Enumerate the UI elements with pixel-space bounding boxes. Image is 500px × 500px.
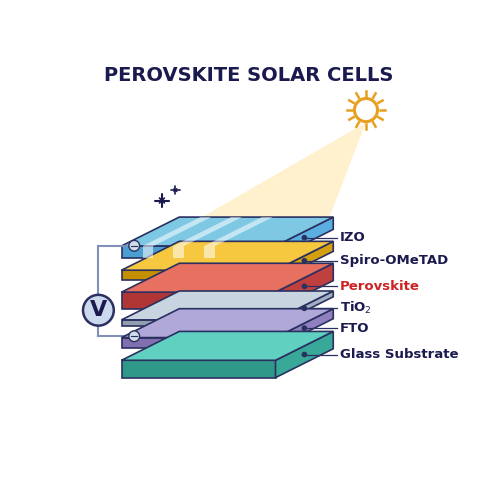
Text: V: V bbox=[90, 300, 107, 320]
Text: Glass Substrate: Glass Substrate bbox=[340, 348, 458, 361]
Circle shape bbox=[302, 258, 306, 263]
Text: PEROVSKITE SOLAR CELLS: PEROVSKITE SOLAR CELLS bbox=[104, 66, 393, 85]
Polygon shape bbox=[122, 242, 333, 270]
Text: IZO: IZO bbox=[340, 231, 366, 244]
Circle shape bbox=[302, 236, 306, 240]
Polygon shape bbox=[204, 217, 273, 246]
Circle shape bbox=[302, 306, 306, 310]
Circle shape bbox=[302, 326, 306, 330]
Polygon shape bbox=[202, 122, 366, 217]
Circle shape bbox=[129, 240, 140, 251]
Text: Spiro-OMeTAD: Spiro-OMeTAD bbox=[340, 254, 448, 268]
Polygon shape bbox=[276, 291, 333, 326]
Polygon shape bbox=[122, 292, 276, 310]
Polygon shape bbox=[142, 217, 211, 246]
Polygon shape bbox=[276, 332, 333, 378]
Polygon shape bbox=[122, 291, 333, 320]
Polygon shape bbox=[276, 308, 333, 348]
Circle shape bbox=[302, 284, 306, 288]
Polygon shape bbox=[276, 217, 333, 258]
Polygon shape bbox=[174, 217, 242, 246]
Polygon shape bbox=[122, 308, 333, 338]
Polygon shape bbox=[122, 320, 276, 326]
Circle shape bbox=[302, 352, 306, 356]
Text: Perovskite: Perovskite bbox=[340, 280, 420, 293]
Polygon shape bbox=[204, 246, 215, 258]
Circle shape bbox=[83, 295, 114, 326]
Polygon shape bbox=[122, 332, 333, 360]
Polygon shape bbox=[142, 246, 154, 258]
Text: FTO: FTO bbox=[340, 322, 370, 334]
Polygon shape bbox=[122, 246, 276, 258]
Polygon shape bbox=[276, 264, 333, 310]
Polygon shape bbox=[276, 242, 333, 280]
Polygon shape bbox=[122, 270, 276, 280]
Circle shape bbox=[354, 98, 378, 122]
Polygon shape bbox=[122, 360, 276, 378]
Polygon shape bbox=[122, 264, 333, 292]
Polygon shape bbox=[122, 217, 333, 246]
Text: TiO$_2$: TiO$_2$ bbox=[340, 300, 372, 316]
Polygon shape bbox=[174, 246, 184, 258]
Polygon shape bbox=[122, 338, 276, 347]
Circle shape bbox=[129, 331, 140, 342]
